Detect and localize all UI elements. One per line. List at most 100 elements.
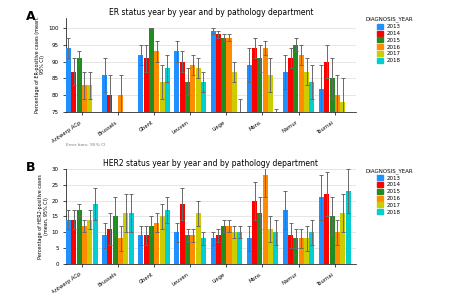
- Bar: [92, 204, 98, 264]
- Bar: [87, 219, 92, 264]
- Bar: [138, 55, 143, 293]
- Text: B: B: [26, 161, 36, 174]
- Bar: [210, 31, 216, 293]
- Bar: [185, 82, 190, 293]
- Bar: [180, 62, 185, 293]
- Bar: [108, 95, 112, 293]
- Text: A: A: [26, 10, 36, 23]
- Bar: [128, 143, 134, 293]
- Bar: [66, 48, 71, 293]
- Bar: [138, 235, 143, 264]
- Bar: [154, 223, 159, 264]
- Bar: [299, 55, 304, 293]
- Bar: [113, 216, 118, 264]
- Bar: [293, 45, 299, 293]
- Title: HER2 status year by year and by pathology department: HER2 status year by year and by patholog…: [103, 159, 319, 168]
- Bar: [340, 213, 345, 264]
- Legend: 2013, 2014, 2015, 2016, 2017, 2018: 2013, 2014, 2015, 2016, 2017, 2018: [364, 16, 414, 64]
- Bar: [196, 213, 201, 264]
- Bar: [118, 95, 123, 293]
- Bar: [273, 149, 278, 293]
- Bar: [232, 72, 237, 293]
- Bar: [201, 82, 206, 293]
- Bar: [118, 239, 123, 264]
- Bar: [144, 58, 149, 293]
- Bar: [149, 226, 154, 264]
- Bar: [237, 232, 242, 264]
- Bar: [185, 235, 190, 264]
- Bar: [149, 28, 154, 293]
- Bar: [329, 216, 335, 264]
- Bar: [257, 58, 262, 293]
- Bar: [340, 102, 345, 293]
- Bar: [71, 219, 76, 264]
- Bar: [237, 122, 242, 293]
- Bar: [288, 235, 293, 264]
- Bar: [319, 88, 324, 293]
- Bar: [288, 58, 293, 293]
- Bar: [113, 146, 118, 293]
- Bar: [102, 235, 107, 264]
- Bar: [324, 194, 329, 264]
- Bar: [232, 232, 237, 264]
- Y-axis label: Percentage of ER-positive cases (mean,
95% CI): Percentage of ER-positive cases (mean, 9…: [35, 17, 46, 113]
- Bar: [346, 170, 351, 293]
- Bar: [299, 239, 304, 264]
- Bar: [221, 226, 226, 264]
- Bar: [310, 232, 314, 264]
- Bar: [324, 62, 329, 293]
- Bar: [346, 191, 351, 264]
- Bar: [335, 232, 340, 264]
- Bar: [283, 72, 288, 293]
- Bar: [196, 68, 201, 293]
- Bar: [66, 219, 71, 264]
- Bar: [216, 235, 221, 264]
- Bar: [252, 48, 257, 293]
- Bar: [201, 239, 206, 264]
- Bar: [82, 85, 87, 293]
- Bar: [77, 58, 82, 293]
- Bar: [304, 239, 309, 264]
- Bar: [293, 239, 299, 264]
- Bar: [268, 75, 273, 293]
- Bar: [216, 35, 221, 293]
- Bar: [191, 235, 195, 264]
- Bar: [160, 82, 164, 293]
- Bar: [71, 72, 76, 293]
- Bar: [221, 38, 226, 293]
- Bar: [174, 51, 180, 293]
- Bar: [257, 213, 262, 264]
- Legend: 2013, 2014, 2015, 2016, 2017, 2018: 2013, 2014, 2015, 2016, 2017, 2018: [364, 167, 414, 216]
- Bar: [310, 82, 314, 293]
- Bar: [144, 235, 149, 264]
- Bar: [123, 213, 128, 264]
- Bar: [128, 213, 134, 264]
- Bar: [123, 146, 128, 293]
- Bar: [263, 48, 268, 293]
- Bar: [174, 232, 180, 264]
- Bar: [273, 232, 278, 264]
- Bar: [335, 95, 340, 293]
- Bar: [87, 85, 92, 293]
- Bar: [165, 68, 170, 293]
- Bar: [160, 216, 164, 264]
- Y-axis label: Percentage of HER2-positive cases
(mean, 95% CI): Percentage of HER2-positive cases (mean,…: [38, 174, 49, 259]
- Bar: [227, 226, 231, 264]
- Bar: [82, 226, 87, 264]
- Bar: [329, 79, 335, 293]
- Bar: [180, 204, 185, 264]
- Bar: [102, 75, 107, 293]
- Bar: [165, 210, 170, 264]
- Bar: [210, 239, 216, 264]
- Text: Error bars: 95% CI: Error bars: 95% CI: [66, 142, 106, 146]
- Bar: [191, 65, 195, 293]
- Bar: [246, 65, 252, 293]
- Bar: [154, 51, 159, 293]
- Bar: [263, 175, 268, 264]
- Bar: [227, 38, 231, 293]
- Bar: [268, 229, 273, 264]
- Bar: [319, 197, 324, 264]
- Bar: [246, 239, 252, 264]
- Bar: [108, 229, 112, 264]
- Bar: [92, 153, 98, 293]
